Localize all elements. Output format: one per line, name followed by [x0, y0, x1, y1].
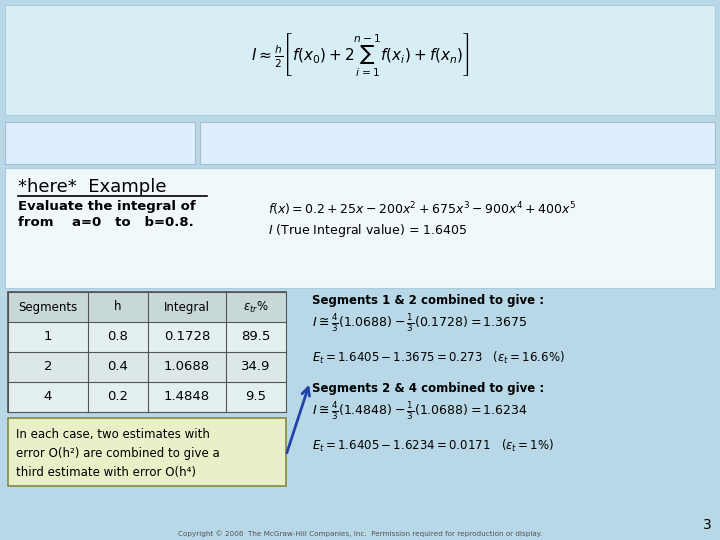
Text: from    a=0   to   b=0.8.: from a=0 to b=0.8.: [18, 216, 194, 229]
FancyBboxPatch shape: [8, 352, 286, 382]
Text: Segments: Segments: [19, 300, 78, 314]
Text: $E_t = 1.6405 - 1.6234 = 0.0171 \quad (\varepsilon_t = 1\%)$: $E_t = 1.6405 - 1.6234 = 0.0171 \quad (\…: [312, 438, 554, 454]
Text: Segments 2 & 4 combined to give :: Segments 2 & 4 combined to give :: [312, 382, 544, 395]
Text: 9.5: 9.5: [246, 390, 266, 403]
Text: 2: 2: [44, 361, 53, 374]
FancyBboxPatch shape: [8, 382, 286, 412]
Text: 0.4: 0.4: [107, 361, 128, 374]
Text: *here*  Example: *here* Example: [18, 178, 166, 196]
FancyBboxPatch shape: [5, 168, 715, 288]
FancyBboxPatch shape: [5, 122, 195, 164]
Text: Copyright © 2006  The McGraw-Hill Companies, Inc.  Permission required for repro: Copyright © 2006 The McGraw-Hill Compani…: [178, 530, 542, 537]
Text: Segments 1 & 2 combined to give :: Segments 1 & 2 combined to give :: [312, 294, 544, 307]
Text: $I \cong \frac{4}{3}(1.0688) - \frac{1}{3}(0.1728) = 1.3675$: $I \cong \frac{4}{3}(1.0688) - \frac{1}{…: [312, 312, 528, 334]
FancyBboxPatch shape: [200, 122, 715, 164]
Text: $\varepsilon_{tr}$%: $\varepsilon_{tr}$%: [243, 300, 269, 314]
Text: Integral: Integral: [164, 300, 210, 314]
FancyBboxPatch shape: [8, 292, 286, 322]
Text: $I$ (True Integral value) = 1.6405: $I$ (True Integral value) = 1.6405: [268, 222, 467, 239]
Text: $I \cong \frac{4}{3}(1.4848) - \frac{1}{3}(1.0688) = 1.6234$: $I \cong \frac{4}{3}(1.4848) - \frac{1}{…: [312, 400, 528, 422]
Text: 0.8: 0.8: [107, 330, 128, 343]
FancyArrowPatch shape: [287, 388, 310, 453]
Text: $E_t = 1.6405 - 1.3675 = 0.273 \quad (\varepsilon_t = 16.6\%)$: $E_t = 1.6405 - 1.3675 = 0.273 \quad (\v…: [312, 350, 564, 366]
FancyBboxPatch shape: [8, 292, 286, 412]
Text: 3: 3: [703, 518, 712, 532]
Text: 34.9: 34.9: [241, 361, 271, 374]
Text: $I \approx \frac{h}{2}\left[f(x_0)+2\sum_{i=1}^{n-1}f(x_i)+f(x_n)\right]$: $I \approx \frac{h}{2}\left[f(x_0)+2\sum…: [251, 31, 469, 78]
Text: Evaluate the integral of: Evaluate the integral of: [18, 200, 196, 213]
FancyBboxPatch shape: [5, 5, 715, 115]
Text: 89.5: 89.5: [241, 330, 271, 343]
Text: 4: 4: [44, 390, 52, 403]
FancyBboxPatch shape: [8, 418, 286, 486]
Text: 0.2: 0.2: [107, 390, 128, 403]
FancyBboxPatch shape: [8, 322, 286, 352]
Text: 1.4848: 1.4848: [164, 390, 210, 403]
Text: In each case, two estimates with
error O(h²) are combined to give a
third estima: In each case, two estimates with error O…: [16, 428, 220, 479]
Text: 0.1728: 0.1728: [164, 330, 210, 343]
Text: h: h: [114, 300, 122, 314]
Text: $f(x) = 0.2 +25x - 200x^2 + 675x^3 - 900x^4 + 400x^5$: $f(x) = 0.2 +25x - 200x^2 + 675x^3 - 900…: [268, 200, 576, 218]
Text: 1.0688: 1.0688: [164, 361, 210, 374]
Text: 1: 1: [44, 330, 53, 343]
